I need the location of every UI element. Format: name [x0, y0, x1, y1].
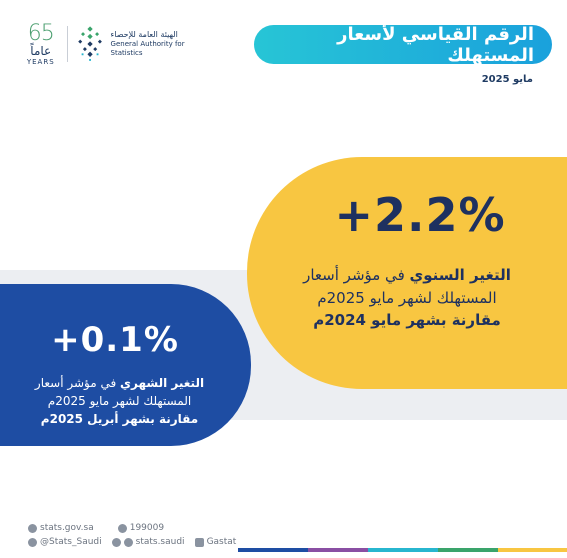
linkedin-text: Gastat: [206, 537, 237, 547]
facebook-icon: [123, 537, 133, 547]
x-twitter-icon: [28, 537, 37, 547]
annual-change-card: [247, 157, 567, 389]
title-banner: الرقم القياسي لأسعار المستهلك: [254, 23, 552, 66]
monthly-line-2: المستهلك لشهر مايو 2025م: [47, 394, 192, 408]
org-name-english: General Authority for Statistics: [110, 40, 185, 57]
annual-label-bold: التغير السنوي: [409, 266, 511, 284]
instagram-icon: [111, 537, 121, 547]
monthly-label-rest: في مؤشر أسعار: [34, 376, 121, 390]
footer-contacts: stats.gov.sa 199009 @Stats_Saudi stats.s…: [28, 521, 288, 551]
bottom-color-bar: [238, 548, 567, 552]
monthly-change-description: التغير الشهري في مؤشر أسعار المستهلك لشه…: [22, 374, 217, 428]
org-name-arabic: الهيئة العامة للإحصاء: [110, 30, 178, 40]
bar-segment-purple: [308, 548, 368, 552]
years-arabic: عاماً: [30, 43, 52, 58]
annual-label-rest: في مؤشر أسعار: [303, 266, 410, 284]
monthly-line-3: مقارنة بشهر أبريل 2025م: [40, 412, 199, 426]
report-date: مايو 2025: [481, 74, 533, 85]
bar-segment-yellow: [498, 548, 567, 552]
globe-icon: [28, 523, 37, 533]
social-link[interactable]: stats.saudi: [111, 537, 185, 547]
twitter-link[interactable]: @Stats_Saudi: [28, 537, 102, 547]
annual-line-2: المستهلك لشهر مايو 2025م: [317, 288, 497, 307]
years-english: YEARS: [26, 57, 55, 66]
phone-icon: [117, 523, 127, 533]
page-title: الرقم القياسي لأسعار المستهلك: [337, 23, 534, 66]
phone-text: 199009: [129, 523, 165, 533]
social-text: stats.saudi: [135, 537, 185, 547]
phone-link[interactable]: 199009: [117, 523, 165, 533]
logo-divider: [67, 26, 69, 62]
org-name: الهيئة العامة للإحصاء General Authority …: [111, 30, 212, 58]
website-link[interactable]: stats.gov.sa: [28, 523, 94, 533]
twitter-text: @Stats_Saudi: [40, 537, 102, 547]
annual-line-1: التغير السنوي في مؤشر أسعار: [277, 264, 537, 287]
annual-change-value: +2.2%: [334, 188, 506, 242]
monthly-line-1: التغير الشهري في مؤشر أسعار: [22, 374, 217, 392]
linkedin-icon: [194, 537, 204, 547]
65-years-logo: 65 عاماً YEARS: [22, 20, 59, 66]
monthly-change-value: +0.1%: [51, 320, 179, 360]
logo-block: 65 عاماً YEARS الهيئة العامة للإحصاء Gen…: [22, 20, 212, 68]
bar-segment-cyan: [368, 548, 438, 552]
footer-row-1: stats.gov.sa 199009: [28, 521, 288, 535]
website-text: stats.gov.sa: [40, 523, 94, 533]
footer-row-2: @Stats_Saudi stats.saudi Gastat: [28, 535, 288, 549]
linkedin-link[interactable]: Gastat: [194, 537, 237, 547]
gastat-logo-icon: [78, 26, 103, 61]
monthly-change-card: [0, 284, 251, 446]
annual-change-description: التغير السنوي في مؤشر أسعار المستهلك لشه…: [277, 264, 537, 332]
annual-line-3: مقارنة بشهر مايو 2024م: [313, 311, 501, 329]
years-number: 65: [27, 20, 55, 46]
bar-segment-blue: [238, 548, 308, 552]
monthly-label-bold: التغير الشهري: [120, 376, 205, 390]
bar-segment-green: [438, 548, 498, 552]
